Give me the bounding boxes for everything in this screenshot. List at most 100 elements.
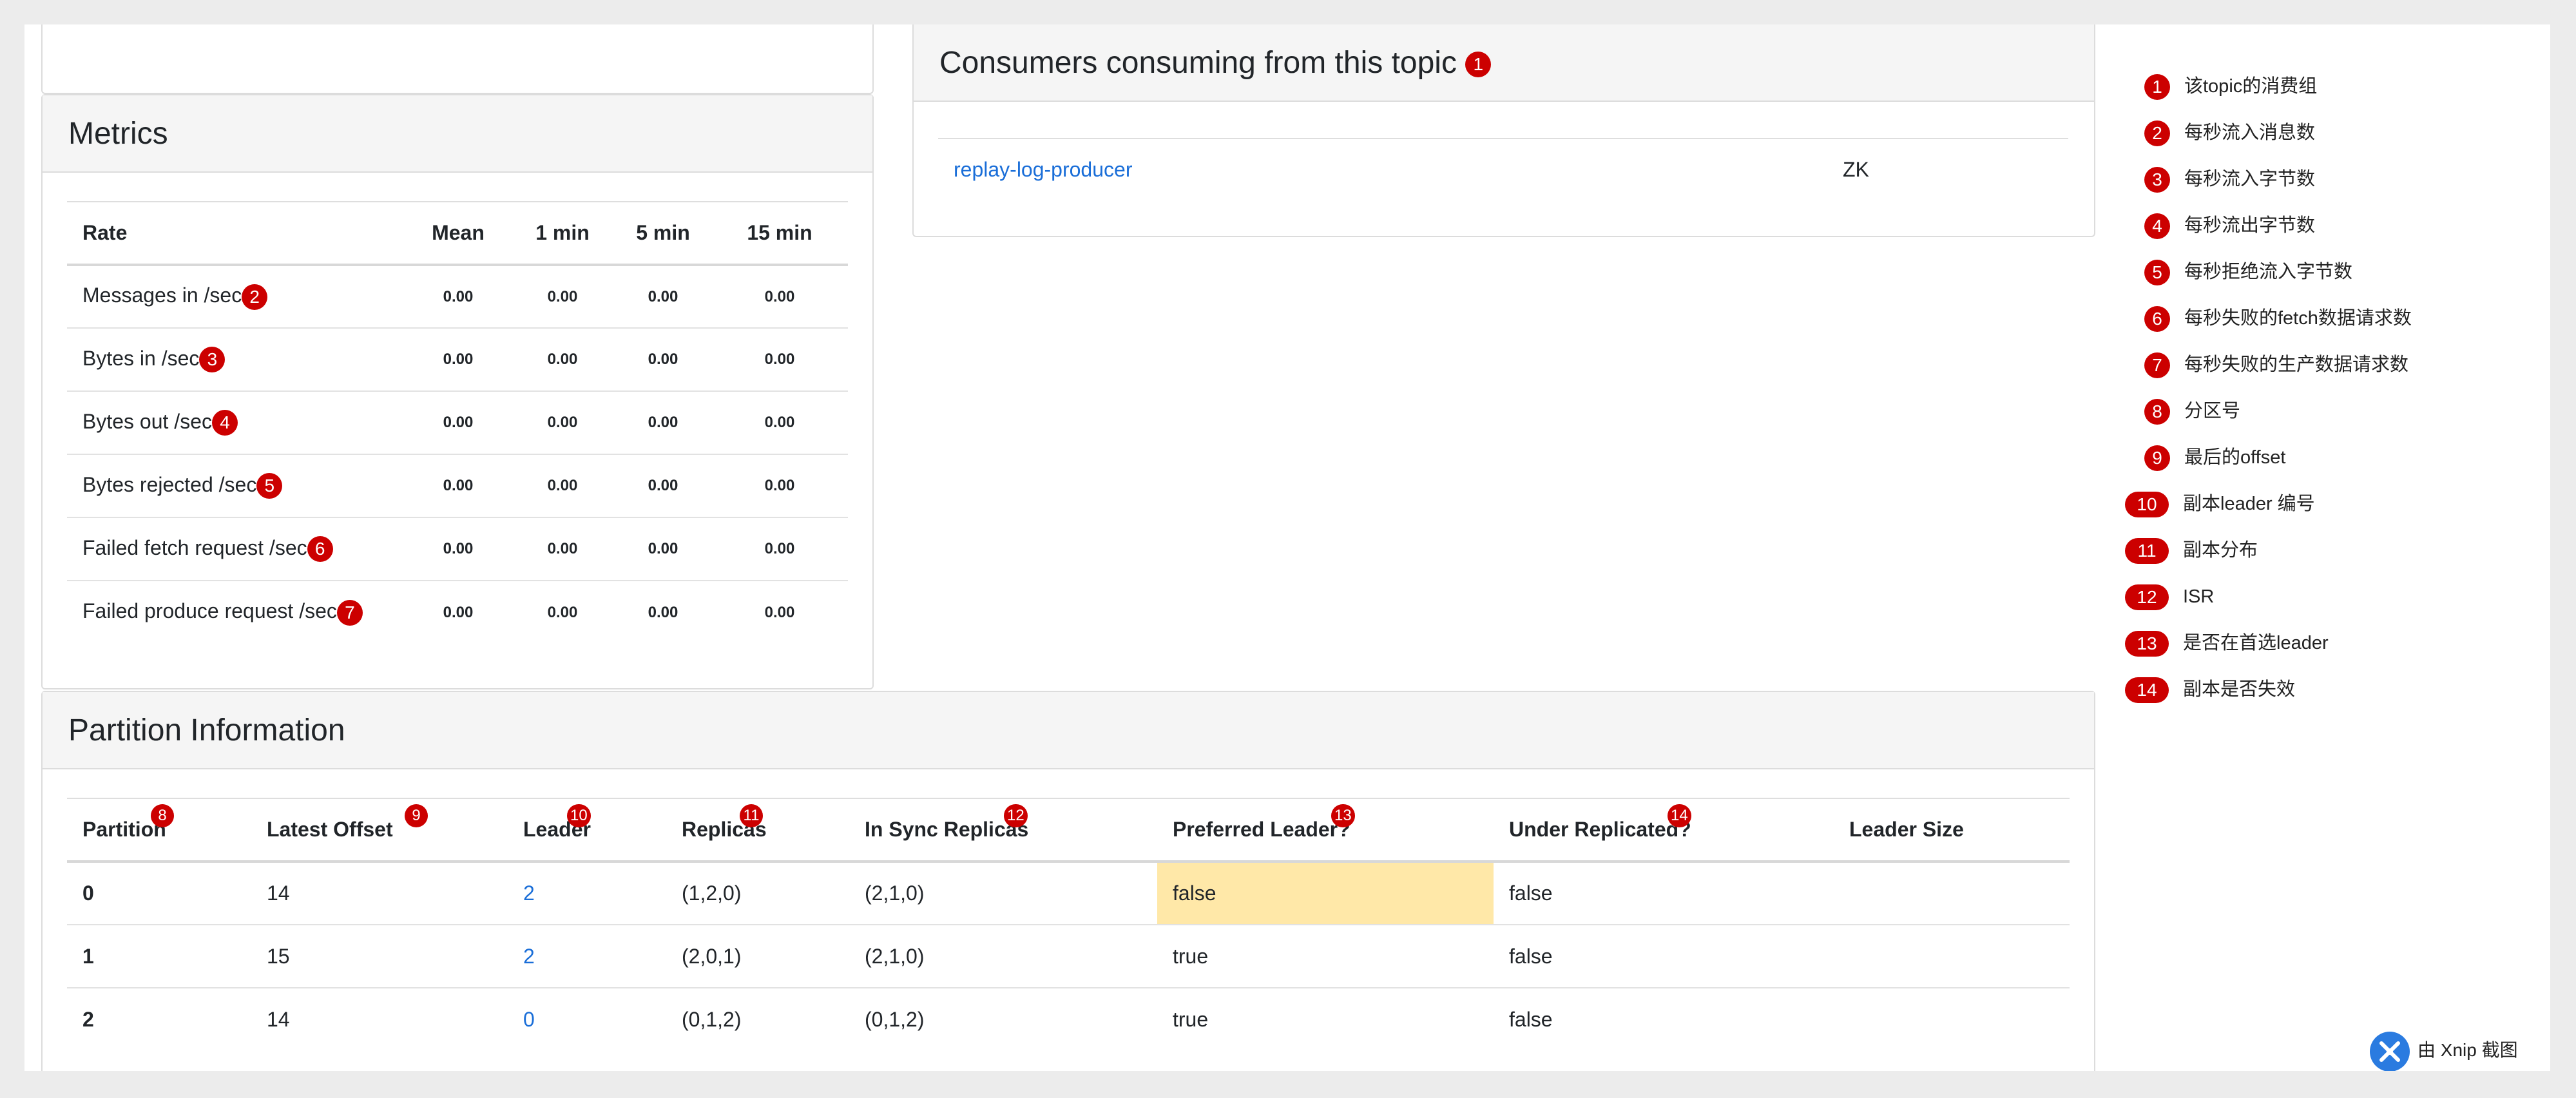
legend-badge: 12 [2125,584,2169,611]
metric-label-cell: Failed fetch request /sec 6 [67,517,406,581]
partition-col-label: Latest Offset [267,818,393,841]
metric-5min: 0.00 [615,390,711,454]
metric-15min: 0.00 [711,264,848,328]
consumers-table: replay-log-producer ZK [938,138,2068,200]
legend-text: 每秒流出字节数 [2184,215,2316,236]
preferred-leader: false [1157,861,1494,925]
metric-badge: 2 [242,284,268,310]
consumers-card-header: Consumers consuming from this topic 1 [914,24,2094,102]
consumer-name-cell: replay-log-producer [938,138,1827,200]
metric-1min: 0.00 [510,454,615,517]
latest-offset: 14 [251,861,508,925]
col-1min: 1 min [510,201,615,266]
legend-item: 2 每秒流入消息数 [2144,119,2315,147]
partition-col-badge: 14 [1668,804,1691,827]
latest-offset: 14 [251,987,508,1051]
metric-badge: 6 [307,536,333,563]
metrics-title: Metrics [68,117,168,151]
metric-15min: 0.00 [711,390,848,454]
legend-text: 该topic的消费组 [2184,76,2318,97]
col-5min: 5 min [615,201,711,266]
metrics-header-row: Rate Mean 1 min 5 min 15 min [67,201,848,266]
leader-link[interactable]: 0 [523,1008,535,1031]
metrics-row: Bytes in /sec 3 0.00 0.00 0.00 0.00 [67,327,848,391]
partition-row: 1 15 2 (2,0,1) (2,1,0) true false [67,924,2070,988]
partition-col-badge: 13 [1331,804,1355,827]
metric-mean: 0.00 [406,327,510,391]
partition-col-badge: 10 [567,804,591,827]
consumers-title: Consumers consuming from this topic [939,46,1457,80]
leader-link[interactable]: 2 [523,944,535,968]
legend-item: 11 副本分布 [2125,536,2258,564]
legend-item: 14 副本是否失效 [2125,675,2295,704]
legend-item: 7 每秒失败的生产数据请求数 [2144,351,2408,379]
legend-badge: 13 [2125,631,2169,657]
legend-badge: 10 [2125,492,2169,518]
legend-item: 12 ISR [2125,583,2214,611]
consumers-badge: 1 [1465,52,1492,78]
legend-text: 每秒失败的生产数据请求数 [2184,354,2409,375]
legend-text: ISR [2183,586,2215,607]
partition-col-header: Preferred Leader? 13 [1157,798,1494,863]
partition-col-label: In Sync Replicas [865,818,1029,841]
legend-text: 每秒失败的fetch数据请求数 [2184,308,2412,329]
partition-row: 2 14 0 (0,1,2) (0,1,2) true false [67,987,2070,1051]
metric-15min: 0.00 [711,327,848,391]
partition-col-header: Leader Size [1834,798,2070,863]
metric-1min: 0.00 [510,517,615,581]
partition-id: 2 [67,987,251,1051]
partition-id: 0 [67,861,251,925]
leader-size [1834,987,2070,1051]
legend-badge: 11 [2125,538,2169,564]
metric-label-cell: Messages in /sec 2 [67,264,406,328]
legend-text: 最后的offset [2184,447,2286,468]
partition-col-header: Latest Offset 9 [251,798,508,863]
consumer-link[interactable]: replay-log-producer [954,158,1133,181]
metric-label: Bytes in /sec [82,346,200,370]
col-rate: Rate [67,201,406,266]
consumers-card: Consumers consuming from this topic 1 re… [912,24,2095,237]
legend-item: 9 最后的offset [2144,443,2285,472]
leader-cell: 0 [508,987,666,1051]
replicas: (2,0,1) [666,924,849,988]
legend-badge: 1 [2144,74,2170,101]
legend-badge: 9 [2144,445,2170,472]
metric-5min: 0.00 [615,580,711,644]
legend-badge: 3 [2144,167,2170,193]
legend-item: 8 分区号 [2144,397,2240,425]
partition-col-header: In Sync Replicas 12 [849,798,1157,863]
metric-label: Messages in /sec [82,284,242,307]
legend-badge: 2 [2144,120,2170,147]
leader-cell: 2 [508,924,666,988]
partition-col-header: Partition 8 [67,798,251,863]
legend-badge: 8 [2144,399,2170,425]
metrics-row: Bytes rejected /sec 5 0.00 0.00 0.00 0.00 [67,454,848,517]
legend-text: 每秒流入字节数 [2184,169,2316,189]
xnip-logo-icon [2370,1031,2410,1071]
metric-15min: 0.00 [711,580,848,644]
legend-item: 6 每秒失败的fetch数据请求数 [2144,304,2412,332]
legend-badge: 4 [2144,213,2170,240]
metric-badge: 7 [336,599,363,626]
partition-card-header: Partition Information [43,692,2094,769]
leader-cell: 2 [508,861,666,925]
legend-badge: 7 [2144,352,2170,379]
partition-col-label: Preferred Leader? [1173,818,1350,841]
metric-label: Failed fetch request /sec [82,535,307,559]
legend-badge: 6 [2144,306,2170,332]
legend-text: 每秒流入消息数 [2184,122,2316,143]
partition-col-badge: 12 [1004,804,1028,827]
partition-title: Partition Information [68,713,345,747]
previous-card [41,24,874,94]
metric-5min: 0.00 [615,517,711,581]
xnip-text: 由 Xnip 截图 [2417,1040,2518,1060]
legend-text: 副本是否失效 [2183,679,2296,700]
legend-item: 13 是否在首选leader [2125,629,2329,657]
legend-text: 是否在首选leader [2183,633,2329,653]
partition-id: 1 [67,924,251,988]
metric-5min: 0.00 [615,454,711,517]
col-15min: 15 min [711,201,848,266]
leader-link[interactable]: 2 [523,881,535,905]
metric-15min: 0.00 [711,517,848,581]
partition-col-header: Replicas 11 [666,798,849,863]
